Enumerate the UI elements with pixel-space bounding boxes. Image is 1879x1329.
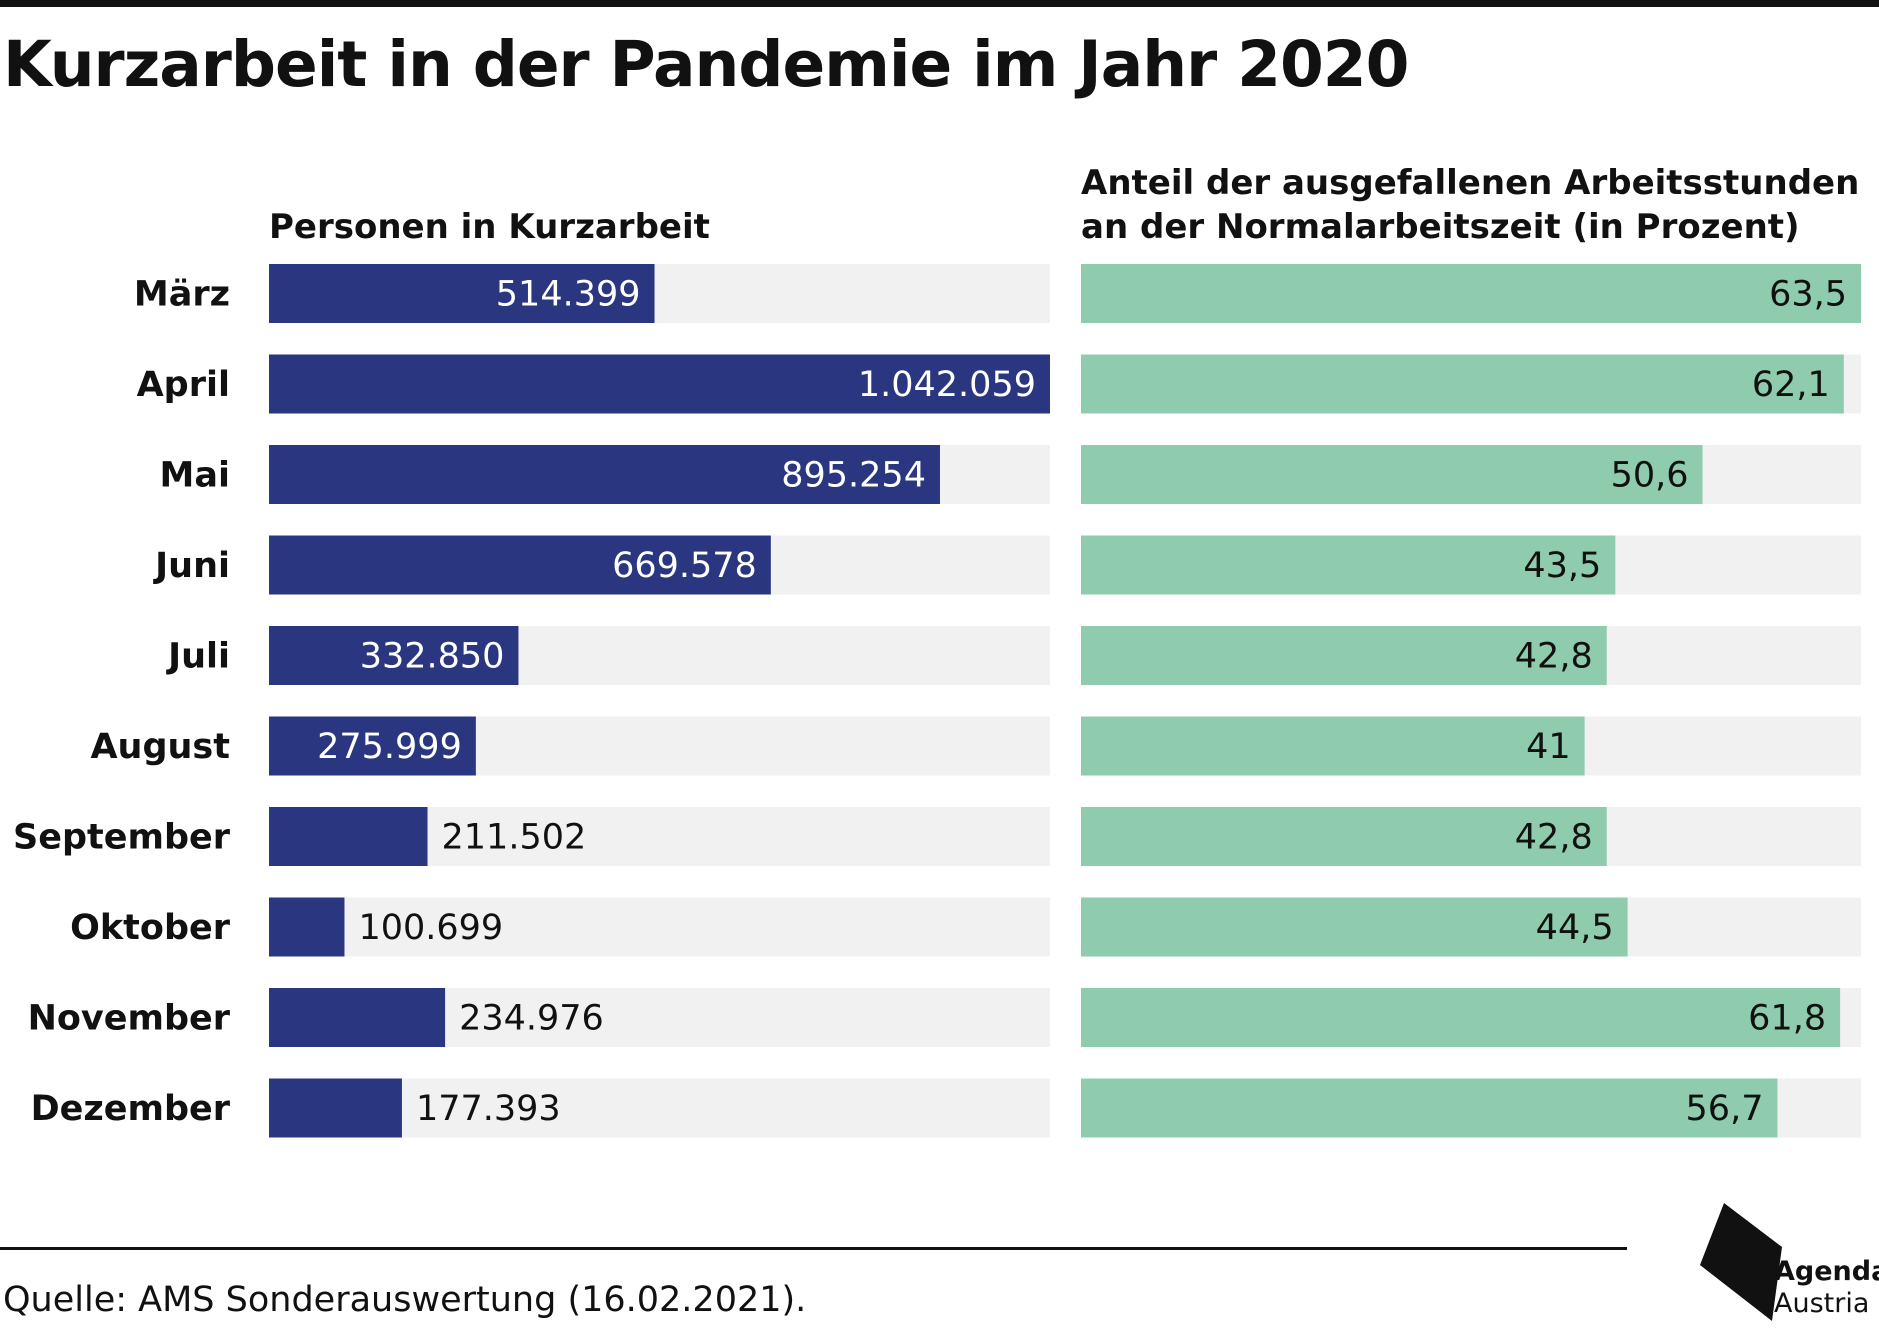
persons-value-dezember: 177.393 — [416, 1089, 561, 1129]
share-value-maerz: 63,5 — [1769, 275, 1847, 315]
share-panel-title-line-1: Anteil der ausgefallenen Arbeitsstunden — [1081, 163, 1860, 203]
persons-bar-maerz — [269, 264, 655, 323]
persons-bar-september — [269, 807, 428, 866]
share-bar-september — [1081, 807, 1607, 866]
share-bar-mai — [1081, 445, 1703, 504]
persons-value-juni: 669.578 — [612, 546, 757, 586]
source-note: Quelle: AMS Sonderauswertung (16.02.2021… — [3, 1280, 807, 1320]
month-label-april: April — [137, 365, 230, 405]
share-bar-august — [1081, 716, 1585, 776]
month-label-august: August — [90, 727, 230, 767]
month-label-september: September — [13, 818, 231, 858]
kurzarbeit-bar-charts: März 514.399 63,5 April 1.042.059 62,1 Mai 895.… — [13, 264, 1861, 1138]
share-value-september: 42,8 — [1515, 818, 1593, 858]
persons-bar-april — [269, 354, 1050, 414]
share-value-oktober: 44,5 — [1536, 908, 1614, 948]
share-value-juni: 43,5 — [1523, 546, 1601, 586]
persons-bar-juni — [269, 535, 771, 595]
bottom-rule — [0, 1247, 1627, 1250]
persons-bar-august — [269, 716, 476, 776]
agenda-austria-logo-icon — [1700, 1203, 1782, 1321]
persons-bar-dezember — [269, 1078, 402, 1138]
month-label-november: November — [28, 999, 231, 1039]
month-label-dezember: Dezember — [31, 1089, 231, 1129]
share-value-august: 41 — [1526, 727, 1571, 767]
persons-track-oktober — [269, 897, 1050, 957]
month-label-juni: Juni — [153, 546, 230, 586]
persons-value-oktober: 100.699 — [358, 908, 503, 948]
persons-bar-juli — [269, 626, 519, 685]
agenda-austria-logo: Agenda Austria — [1774, 1256, 1879, 1320]
top-rule — [0, 0, 1879, 7]
share-value-juli: 42,8 — [1515, 637, 1593, 677]
share-value-april: 62,1 — [1752, 365, 1830, 405]
share-bar-maerz — [1081, 264, 1861, 323]
share-bar-juli — [1081, 626, 1607, 685]
share-bar-juni — [1081, 535, 1616, 595]
persons-value-maerz: 514.399 — [496, 275, 641, 315]
share-value-mai: 50,6 — [1611, 456, 1689, 496]
share-panel-title: Anteil der ausgefallenen Arbeitsstunden … — [1081, 161, 1859, 249]
share-bar-april — [1081, 354, 1844, 414]
share-panel-title-line-2: an der Normalarbeitszeit (in Prozent) — [1081, 207, 1800, 247]
share-bar-oktober — [1081, 897, 1628, 957]
share-bar-november — [1081, 988, 1841, 1047]
logo-line-2: Austria — [1774, 1288, 1870, 1319]
month-label-maerz: März — [134, 275, 230, 315]
persons-value-november: 234.976 — [459, 999, 604, 1039]
logo-line-1: Agenda — [1774, 1256, 1879, 1287]
persons-bar-mai — [269, 445, 940, 504]
persons-bar-oktober — [269, 897, 345, 957]
persons-panel-title: Personen in Kurzarbeit — [269, 207, 710, 247]
share-value-november: 61,8 — [1748, 999, 1826, 1039]
chart-title: Kurzarbeit in der Pandemie im Jahr 2020 — [3, 28, 1409, 101]
persons-bar-november — [269, 988, 446, 1047]
share-value-dezember: 56,7 — [1686, 1089, 1764, 1129]
month-label-oktober: Oktober — [70, 908, 231, 948]
persons-value-september: 211.502 — [442, 818, 587, 858]
persons-value-august: 275.999 — [317, 727, 462, 767]
month-label-juli: Juli — [166, 637, 230, 677]
share-bar-dezember — [1081, 1078, 1778, 1138]
month-label-mai: Mai — [160, 456, 230, 496]
persons-value-mai: 895.254 — [781, 456, 926, 496]
persons-value-april: 1.042.059 — [858, 365, 1036, 405]
persons-value-juli: 332.850 — [360, 637, 505, 677]
